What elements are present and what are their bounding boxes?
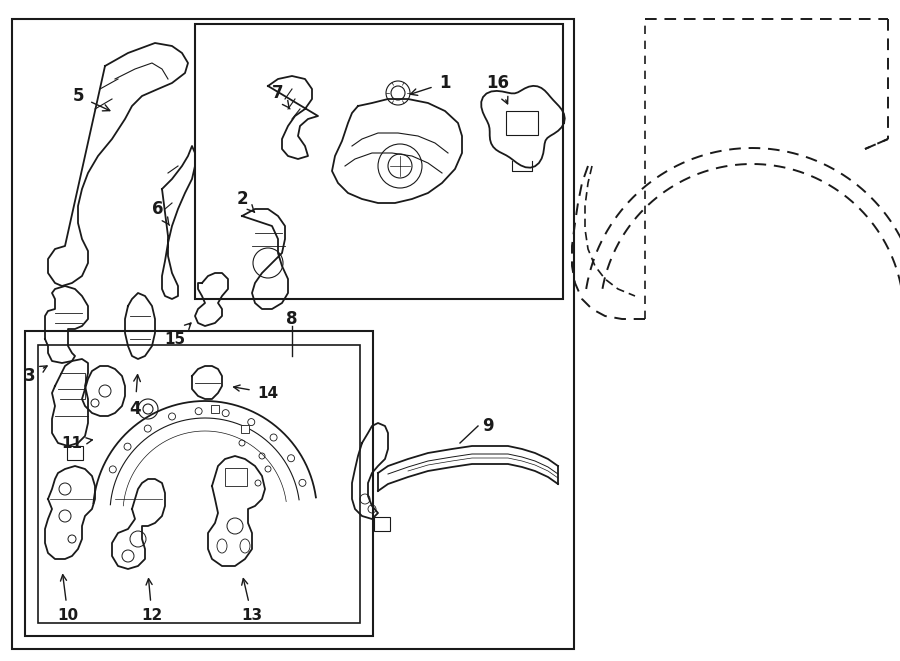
Text: 4: 4 <box>130 375 140 418</box>
Polygon shape <box>268 76 318 159</box>
Bar <box>211 405 219 413</box>
Text: 11: 11 <box>61 436 93 451</box>
Text: 7: 7 <box>272 84 290 109</box>
Text: 13: 13 <box>241 578 263 623</box>
FancyBboxPatch shape <box>374 517 390 531</box>
Polygon shape <box>112 479 165 569</box>
Polygon shape <box>482 86 565 168</box>
Polygon shape <box>82 366 125 416</box>
Bar <box>195 24 563 299</box>
Text: 9: 9 <box>482 417 494 435</box>
Text: 12: 12 <box>141 578 163 623</box>
Polygon shape <box>208 456 265 566</box>
Text: 6: 6 <box>152 200 169 225</box>
Polygon shape <box>162 146 195 299</box>
Polygon shape <box>125 293 155 359</box>
Polygon shape <box>48 43 188 286</box>
Text: 16: 16 <box>487 74 509 104</box>
Bar <box>241 425 249 433</box>
Text: 10: 10 <box>58 574 78 623</box>
Bar <box>12 19 574 649</box>
Text: 2: 2 <box>236 190 255 212</box>
Polygon shape <box>195 273 228 326</box>
Text: 1: 1 <box>410 74 451 95</box>
Text: 14: 14 <box>234 385 279 401</box>
Polygon shape <box>192 366 222 399</box>
Polygon shape <box>242 209 288 309</box>
Bar <box>506 111 538 135</box>
Bar <box>38 345 360 623</box>
Bar <box>225 468 247 486</box>
Polygon shape <box>352 423 388 519</box>
Bar <box>25 331 373 636</box>
Text: 5: 5 <box>72 87 110 111</box>
Polygon shape <box>45 466 95 559</box>
Polygon shape <box>332 99 462 203</box>
Polygon shape <box>52 359 88 446</box>
Text: 15: 15 <box>165 323 191 346</box>
Text: 3: 3 <box>24 366 47 385</box>
Text: 8: 8 <box>286 310 298 328</box>
FancyBboxPatch shape <box>67 446 83 460</box>
Polygon shape <box>45 286 88 363</box>
